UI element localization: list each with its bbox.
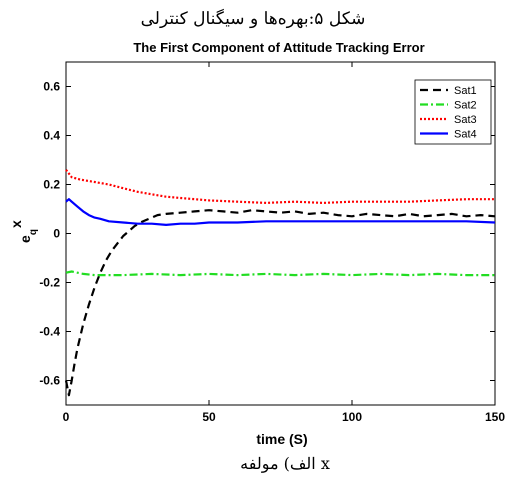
legend-label-sat2: Sat2 [454,100,477,112]
y-axis-label-sub: q [28,229,39,235]
y-tick-label: 0.4 [43,129,60,143]
legend-label-sat1: Sat1 [454,85,477,97]
legend-label-sat4: Sat4 [454,129,477,141]
legend-label-sat3: Sat3 [454,114,477,126]
series-line-sat4 [65,198,496,226]
x-axis-label: time (S) [256,431,307,447]
series-layer [64,169,496,397]
series-line-sat1 [64,209,496,397]
y-tick-label: 0.6 [43,80,60,94]
x-tick-label: 100 [342,410,362,424]
axis-ticks: 0 50 100 150 -0.6 -0.4 -0.2 0 0.2 0.4 0.6 [39,62,505,424]
y-axis-label-base: e [17,235,33,243]
y-axis-label: eq x [8,220,39,243]
y-tick-label: -0.4 [39,325,60,339]
y-tick-label: -0.2 [39,276,60,290]
sub-caption: الف) مولفه x [240,454,330,473]
svg-text:eq: eq [17,229,39,243]
chart-title: The First Component of Attitude Tracking… [133,40,424,55]
y-axis-label-sup: x [8,220,24,228]
x-tick-label: 50 [202,410,216,424]
y-tick-label: 0.2 [43,178,60,192]
y-tick-label: -0.6 [39,374,60,388]
y-tick-label: 0 [53,227,60,241]
series-line-sat2 [65,270,495,277]
x-tick-label: 0 [63,410,70,424]
legend: Sat1 Sat2 Sat3 Sat4 [414,79,492,145]
series-line-sat3 [65,169,495,204]
figure-caption: شکل ۵:بهره‌ها و سیگنال کنترلی [141,8,366,29]
x-tick-label: 150 [485,410,505,424]
